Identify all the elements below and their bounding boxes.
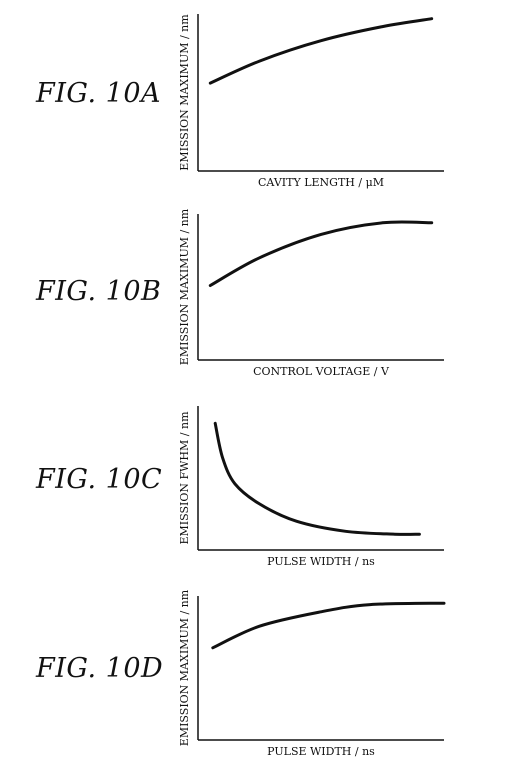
figure-label-c: FIG. 10C: [36, 464, 163, 495]
y-axis-label: EMISSION MAXIMUM / nm: [178, 208, 191, 365]
series-line: [208, 220, 434, 287]
x-axis-label: PULSE WIDTH / ns: [267, 745, 375, 758]
y-axis-label: EMISSION MAXIMUM / nm: [178, 589, 191, 746]
figure-label-d: FIG. 10D: [36, 653, 164, 684]
series-line: [208, 17, 434, 85]
chart-c: PULSE WIDTH / ns EMISSION FWHM / nm: [178, 406, 444, 568]
chart-b: CONTROL VOLTAGE / V EMISSION MAXIMUM / nm: [178, 208, 444, 378]
x-axis-label: PULSE WIDTH / ns: [267, 555, 375, 568]
x-axis-label: CAVITY LENGTH / μM: [258, 176, 384, 189]
series-line: [211, 601, 446, 650]
y-axis-label: EMISSION FWHM / nm: [178, 411, 191, 545]
chart-d: PULSE WIDTH / ns EMISSION MAXIMUM / nm: [178, 589, 446, 758]
series-line: [213, 421, 421, 536]
y-axis-label: EMISSION MAXIMUM / nm: [178, 14, 191, 171]
x-axis-label: CONTROL VOLTAGE / V: [253, 365, 390, 378]
figure-label-a: FIG. 10A: [36, 78, 162, 109]
figure-label-b: FIG. 10B: [36, 276, 162, 307]
chart-a: CAVITY LENGTH / μM EMISSION MAXIMUM / nm: [178, 14, 444, 189]
